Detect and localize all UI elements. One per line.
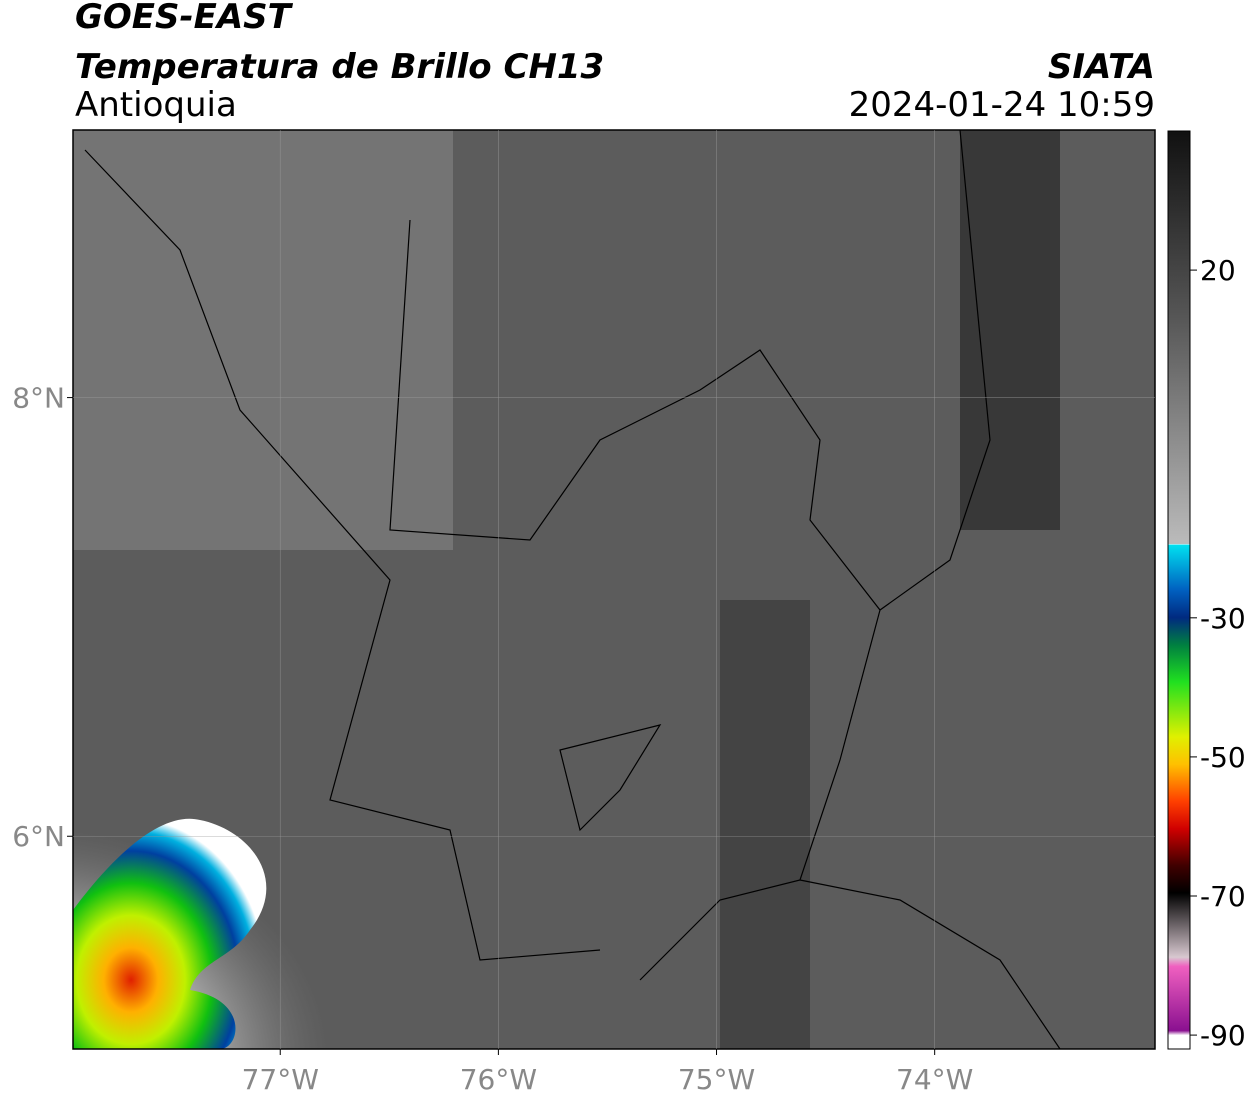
colorbar-tick-label: -50 <box>1200 741 1246 774</box>
title: GOES-EAST <box>75 0 294 37</box>
x-tick-label: 74°W <box>896 1063 973 1096</box>
region: Antioquia <box>75 85 237 125</box>
colorbar-tick-label: -90 <box>1200 1019 1246 1052</box>
subtitle: Temperatura de Brillo CH13 <box>75 47 604 87</box>
colorbar <box>1167 130 1191 1050</box>
y-tick-label: 6°N <box>12 820 65 853</box>
colorbar-tick-label: -70 <box>1200 880 1246 913</box>
x-tick-label: 77°W <box>242 1063 319 1096</box>
map-image <box>73 130 1155 1049</box>
map-frame <box>72 129 1156 1050</box>
x-tick-label: 76°W <box>460 1063 537 1096</box>
source: SIATA <box>1048 47 1155 87</box>
x-tick-label: 75°W <box>678 1063 755 1096</box>
colorbar-tick-label: -30 <box>1200 602 1246 635</box>
datetime: 2024-01-24 10:59 <box>849 85 1155 125</box>
y-tick-label: 8°N <box>12 382 65 415</box>
colorbar-tick-label: 20 <box>1200 254 1236 287</box>
